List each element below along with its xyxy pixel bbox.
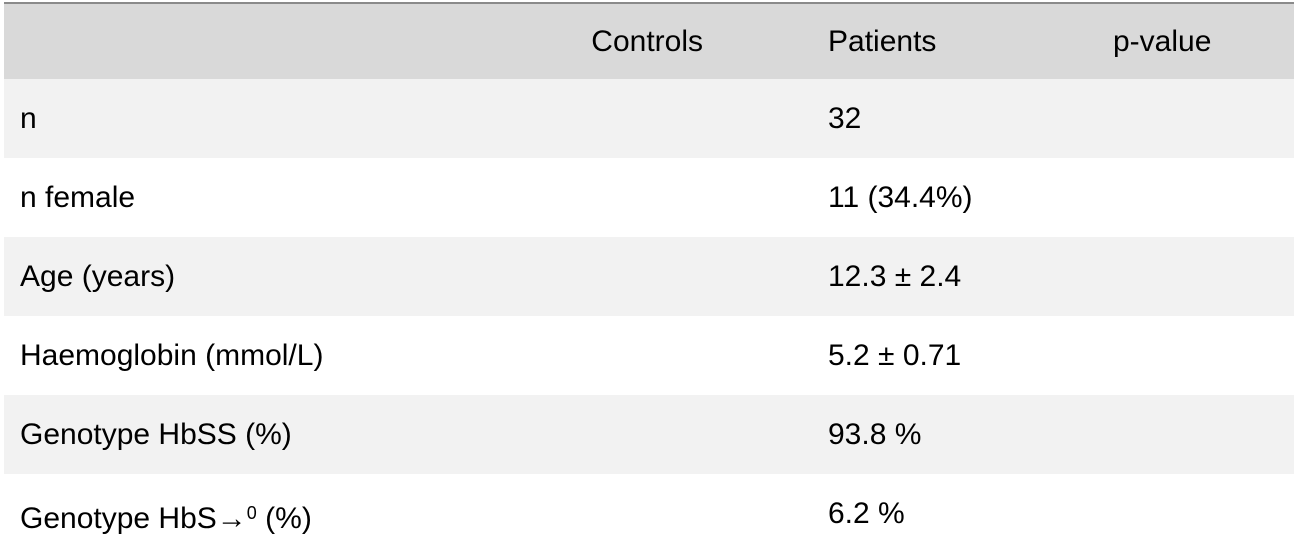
row-patients: 32 [828,102,862,135]
table-row: Genotype HbSS (%) 93.8 % [4,395,1294,474]
row-label-suffix: (%) [256,502,312,535]
patient-characteristics-table: Controls Patients p-value n 32 n female … [4,2,1294,553]
table-row: Age (years) 12.3 ± 2.4 [4,237,1294,316]
header-p-value: p-value [1113,25,1212,58]
table-row: n female 11 (34.4%) [4,158,1294,237]
table-row: Haemoglobin (mmol/L) 5.2 ± 0.71 [4,316,1294,395]
row-patients: 6.2 % [828,497,905,530]
row-label: Haemoglobin (mmol/L) [20,339,324,372]
row-patients: 93.8 % [828,418,922,451]
row-label-superscript: 0 [246,503,257,523]
row-patients: 5.2 ± 0.71 [828,339,962,372]
row-label: Genotype HbSS (%) [20,418,292,451]
table-row: Genotype HbS→0 (%) 6.2 % [4,474,1294,553]
row-label: n [20,102,37,135]
row-label-prefix: Genotype HbS→ [20,502,247,535]
row-label: Genotype HbS→0 (%) [20,474,312,558]
table-row: n 32 [4,79,1294,158]
row-label: Age (years) [20,260,176,293]
header-controls: Controls [591,25,703,58]
header-patients: Patients [828,25,937,58]
row-patients: 12.3 ± 2.4 [828,260,962,293]
row-patients: 11 (34.4%) [828,181,973,214]
table-header-row: Controls Patients p-value [4,4,1294,79]
row-label: n female [20,181,136,214]
